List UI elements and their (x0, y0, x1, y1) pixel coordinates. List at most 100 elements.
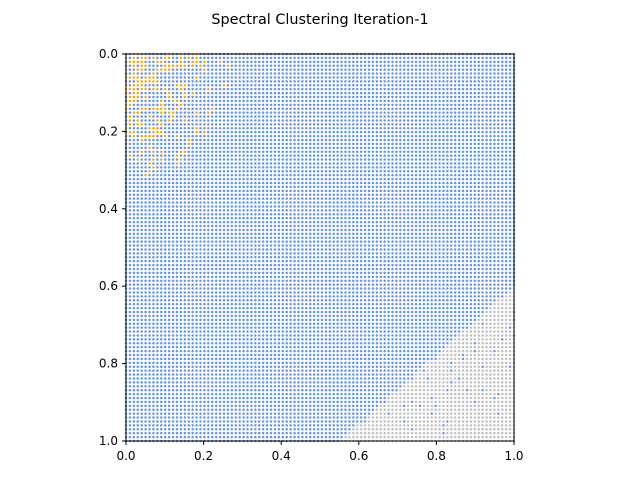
data-point (242, 138, 245, 142)
data-point (167, 64, 171, 67)
data-point (175, 103, 179, 107)
data-point (160, 95, 163, 99)
data-point (152, 287, 155, 290)
data-point (148, 302, 151, 306)
data-point (214, 388, 218, 392)
data-point (218, 228, 222, 232)
data-point (210, 201, 214, 204)
data-point (285, 252, 288, 255)
data-point (144, 177, 147, 181)
data-point (301, 377, 304, 380)
data-point (132, 111, 136, 114)
data-point (199, 177, 202, 181)
data-point (179, 134, 183, 138)
data-point (265, 80, 269, 83)
data-point (218, 310, 222, 314)
data-point (308, 404, 312, 408)
data-point (191, 146, 194, 150)
data-point (160, 420, 163, 423)
data-point (222, 431, 226, 435)
data-point (160, 177, 163, 181)
data-point (214, 263, 218, 267)
data-point (128, 299, 132, 302)
data-point (152, 91, 155, 95)
data-point (254, 154, 257, 157)
data-point (140, 87, 143, 91)
data-point (199, 232, 202, 236)
data-point (289, 134, 292, 138)
data-point (183, 369, 187, 372)
data-point (285, 338, 288, 341)
data-point (195, 424, 198, 427)
data-point (277, 91, 281, 95)
data-point (163, 373, 167, 376)
data-point (148, 431, 151, 435)
data-point (250, 431, 253, 435)
data-point (305, 377, 308, 380)
data-point (289, 166, 292, 169)
data-point (301, 385, 304, 388)
data-point (301, 115, 304, 118)
data-point (222, 224, 226, 228)
data-point (148, 396, 151, 400)
data-point (218, 244, 222, 247)
data-point (195, 119, 198, 122)
data-point (265, 314, 269, 318)
data-point (301, 404, 304, 408)
data-point (187, 76, 190, 79)
data-point (293, 220, 296, 224)
data-point (163, 420, 167, 423)
data-point (226, 103, 230, 107)
data-point (152, 338, 155, 341)
data-point (187, 299, 190, 302)
data-point (258, 150, 261, 153)
data-point (312, 224, 316, 228)
data-point (144, 365, 147, 368)
data-point (160, 127, 163, 130)
data-point (175, 111, 179, 114)
data-point (171, 408, 175, 411)
data-point (218, 185, 222, 189)
data-point (214, 76, 218, 79)
data-point (160, 134, 163, 138)
data-point (312, 68, 316, 71)
data-point (128, 369, 132, 372)
data-point (160, 213, 163, 216)
data-point (277, 365, 281, 368)
data-point (301, 420, 304, 423)
data-point (297, 232, 300, 236)
data-point (222, 424, 226, 427)
data-point (289, 189, 292, 193)
data-point (195, 166, 198, 169)
data-point (258, 287, 261, 290)
data-point (195, 345, 198, 349)
data-point (258, 173, 261, 177)
data-point (273, 240, 277, 243)
data-point (265, 271, 269, 275)
data-point (273, 361, 277, 365)
data-point (281, 177, 285, 181)
data-point (258, 228, 261, 232)
data-point (250, 392, 253, 396)
data-point (305, 420, 308, 423)
data-point (269, 99, 273, 103)
data-point (191, 252, 194, 255)
data-point (242, 428, 245, 431)
data-point (160, 435, 163, 439)
data-point (316, 201, 320, 204)
data-point (301, 295, 304, 298)
data-point (136, 87, 140, 91)
data-point (148, 181, 151, 185)
data-point (242, 431, 245, 435)
data-point (226, 263, 230, 267)
data-point (203, 310, 206, 314)
data-point (136, 408, 140, 411)
data-point (254, 302, 257, 306)
data-point (222, 170, 226, 173)
data-point (281, 138, 285, 142)
data-point (234, 154, 237, 157)
data-point (175, 244, 179, 247)
data-point (269, 412, 273, 415)
data-point (207, 416, 210, 419)
data-point (191, 181, 194, 185)
